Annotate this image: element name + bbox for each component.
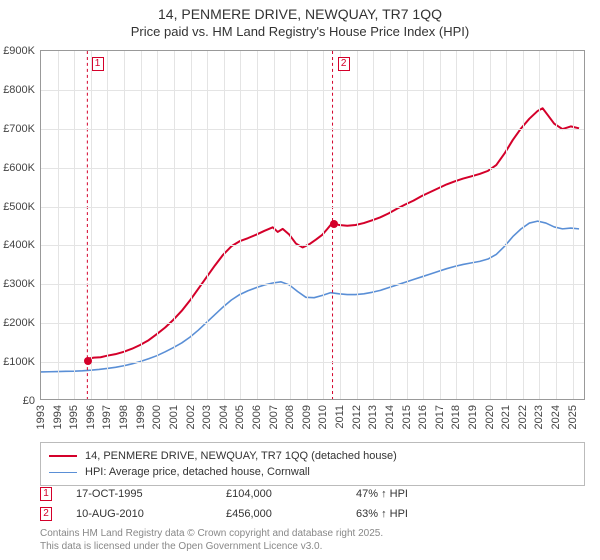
event-date-2: 10-AUG-2010 xyxy=(76,508,226,520)
legend-swatch-0 xyxy=(49,455,77,457)
x-tick-label: 2003 xyxy=(201,405,213,429)
x-tick-label: 2002 xyxy=(185,405,197,429)
x-tick-label: 2001 xyxy=(168,405,180,429)
legend: 14, PENMERE DRIVE, NEWQUAY, TR7 1QQ (det… xyxy=(40,442,585,486)
event-marker-1: 1 xyxy=(40,487,52,501)
footer-line1: Contains HM Land Registry data © Crown c… xyxy=(40,528,585,541)
event-price-1: £104,000 xyxy=(226,488,356,500)
x-tick-label: 2004 xyxy=(218,405,230,429)
y-tick-label: £600K xyxy=(3,162,35,174)
y-tick-label: £400K xyxy=(3,239,35,251)
y-tick-label: £200K xyxy=(3,317,35,329)
x-tick-label: 1998 xyxy=(118,405,130,429)
x-tick-label: 2016 xyxy=(417,405,429,429)
sale-event-label: 2 xyxy=(338,57,350,71)
y-tick-label: £500K xyxy=(3,201,35,213)
x-tick-label: 2008 xyxy=(284,405,296,429)
x-tick-label: 2012 xyxy=(351,405,363,429)
title-block: 14, PENMERE DRIVE, NEWQUAY, TR7 1QQ Pric… xyxy=(0,0,600,39)
y-tick-label: £0 xyxy=(23,395,35,407)
y-tick-label: £800K xyxy=(3,84,35,96)
legend-swatch-1 xyxy=(49,472,77,473)
footer: Contains HM Land Registry data © Crown c… xyxy=(40,528,585,553)
y-tick-label: £700K xyxy=(3,123,35,135)
x-tick-label: 2006 xyxy=(251,405,263,429)
title-line2: Price paid vs. HM Land Registry's House … xyxy=(0,24,600,39)
legend-label-0: 14, PENMERE DRIVE, NEWQUAY, TR7 1QQ (det… xyxy=(85,450,397,462)
legend-row-series-0: 14, PENMERE DRIVE, NEWQUAY, TR7 1QQ (det… xyxy=(49,448,576,464)
x-tick-label: 2022 xyxy=(517,405,529,429)
x-tick-label: 1997 xyxy=(101,405,113,429)
event-price-2: £456,000 xyxy=(226,508,356,520)
x-tick-label: 2009 xyxy=(301,405,313,429)
sale-event-row-2: 2 10-AUG-2010 £456,000 63% ↑ HPI xyxy=(40,504,585,524)
x-tick-label: 2024 xyxy=(550,405,562,429)
x-tick-label: 1996 xyxy=(85,405,97,429)
x-tick-label: 2015 xyxy=(401,405,413,429)
y-tick-label: £900K xyxy=(3,45,35,57)
x-tick-label: 2020 xyxy=(484,405,496,429)
x-tick-label: 2010 xyxy=(317,405,329,429)
x-tick-label: 2013 xyxy=(367,405,379,429)
plot-svg xyxy=(41,51,584,399)
x-tick-label: 2023 xyxy=(533,405,545,429)
chart-container: 14, PENMERE DRIVE, NEWQUAY, TR7 1QQ Pric… xyxy=(0,0,600,560)
plot-area: £0£100K£200K£300K£400K£500K£600K£700K£80… xyxy=(40,50,585,400)
sale-event-dot xyxy=(84,357,92,365)
x-tick-label: 2011 xyxy=(334,405,346,429)
x-tick-label: 1999 xyxy=(135,405,147,429)
event-marker-2: 2 xyxy=(40,507,52,521)
sale-event-dot xyxy=(330,220,338,228)
x-tick-label: 1995 xyxy=(68,405,80,429)
title-line1: 14, PENMERE DRIVE, NEWQUAY, TR7 1QQ xyxy=(0,6,600,22)
x-tick-label: 2021 xyxy=(500,405,512,429)
x-tick-label: 2000 xyxy=(151,405,163,429)
x-tick-label: 2018 xyxy=(450,405,462,429)
footer-line2: This data is licensed under the Open Gov… xyxy=(40,541,585,554)
x-tick-label: 2025 xyxy=(567,405,579,429)
x-tick-label: 2014 xyxy=(384,405,396,429)
x-tick-label: 2007 xyxy=(268,405,280,429)
x-tick-label: 1993 xyxy=(35,405,47,429)
y-tick-label: £300K xyxy=(3,278,35,290)
x-tick-label: 2005 xyxy=(234,405,246,429)
event-delta-2: 63% ↑ HPI xyxy=(356,508,486,520)
sale-event-row-1: 1 17-OCT-1995 £104,000 47% ↑ HPI xyxy=(40,484,585,504)
x-tick-label: 2019 xyxy=(467,405,479,429)
x-tick-label: 2017 xyxy=(434,405,446,429)
sale-events-table: 1 17-OCT-1995 £104,000 47% ↑ HPI 2 10-AU… xyxy=(40,484,585,524)
event-date-1: 17-OCT-1995 xyxy=(76,488,226,500)
sale-event-label: 1 xyxy=(92,57,104,71)
y-tick-label: £100K xyxy=(3,356,35,368)
legend-label-1: HPI: Average price, detached house, Corn… xyxy=(85,466,310,478)
event-delta-1: 47% ↑ HPI xyxy=(356,488,486,500)
legend-row-series-1: HPI: Average price, detached house, Corn… xyxy=(49,464,576,480)
x-tick-label: 1994 xyxy=(52,405,64,429)
